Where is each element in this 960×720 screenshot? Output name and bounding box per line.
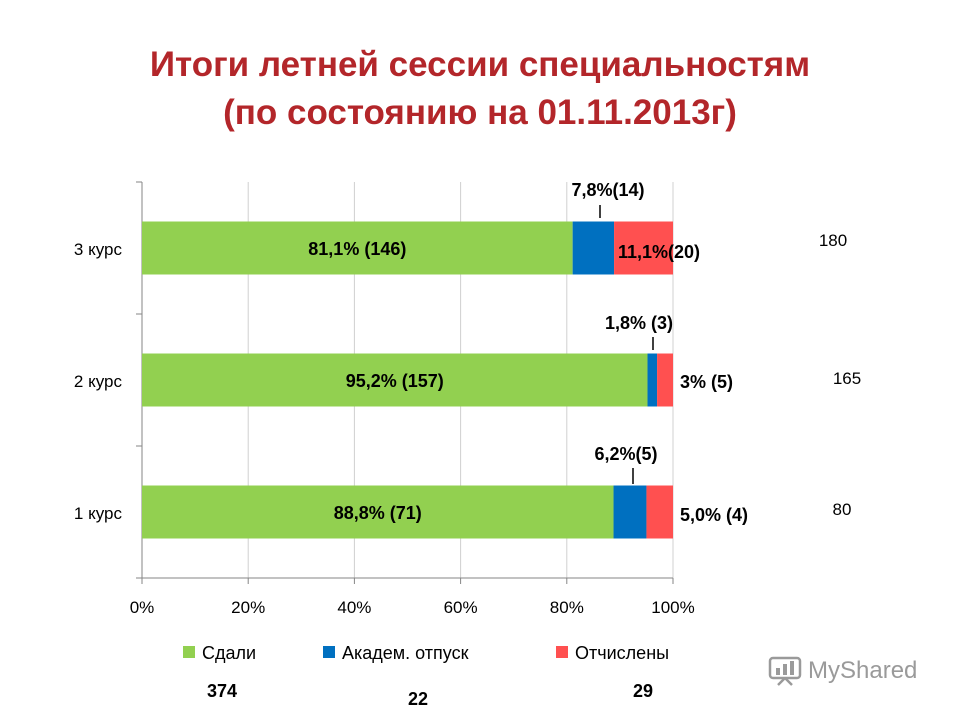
chart-title-line1: Итоги летней сессии специальностям [149,45,811,84]
legend-swatch [323,646,335,658]
bar-segment [142,221,573,275]
presentation-icon [768,656,802,686]
watermark-text: MyShared [808,657,918,684]
x-tick-label: 80% [550,598,584,617]
data-label: 11,1%(20) [618,242,700,262]
category-total: 180 [819,231,847,250]
category-total: 165 [833,369,861,388]
chart-title-line2: (по состоянию на 01.11.2013г) [223,93,737,132]
series-total: 22 [408,689,428,709]
x-tick-label: 0% [130,598,155,617]
bar-segment [647,353,658,407]
bar-segment [657,353,673,407]
data-label: 7,8%(14) [571,180,644,200]
category-total: 80 [833,500,852,519]
legend-label: Сдали [202,643,256,663]
data-label: 81,1% (146) [308,239,406,259]
category-label: 1 курс [74,504,123,523]
data-label: 3% (5) [680,372,733,392]
legend-label: Отчислены [575,643,669,663]
series-total: 374 [207,681,237,701]
legend-swatch [183,646,195,658]
bar-segment [142,353,648,407]
x-tick-label: 20% [231,598,265,617]
category-label: 3 курс [74,240,123,259]
data-label: 95,2% (157) [346,371,444,391]
legend-label: Академ. отпуск [342,643,469,663]
data-label: 6,2%(5) [594,444,657,464]
bar-segment [614,221,673,275]
x-tick-label: 40% [337,598,371,617]
category-label: 2 курс [74,372,123,391]
data-label: 88,8% (71) [334,503,422,523]
watermark: MyShared [768,656,917,686]
bar-segment [646,485,673,539]
x-tick-label: 60% [444,598,478,617]
data-label: 1,8% (3) [605,313,673,333]
x-tick-label: 100% [651,598,694,617]
legend-swatch [556,646,568,658]
bar-segment [572,221,615,275]
bar-segment [613,485,647,539]
bar-segment [142,485,614,539]
series-total: 29 [633,681,653,701]
data-label: 5,0% (4) [680,505,748,525]
